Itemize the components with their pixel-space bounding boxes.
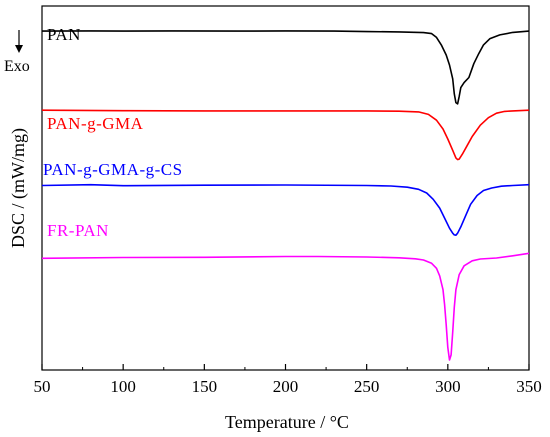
- x-axis-title: Temperature / °C: [225, 412, 349, 432]
- x-axis-tick-labels: 50 100 150 200 250 300 350: [34, 377, 542, 396]
- x-tick-label: 300: [435, 377, 461, 396]
- x-tick-label: 250: [354, 377, 380, 396]
- series-line-pan: [41, 30, 530, 105]
- series-line-pan-g-gma-g-cs: [41, 183, 530, 236]
- x-tick-label: 350: [516, 377, 542, 396]
- exo-annotation: Exo: [4, 58, 30, 75]
- series-line-fr-pan: [41, 252, 530, 361]
- y-axis-title: DSC / (mW/mg): [8, 128, 29, 248]
- series-label-fr-pan: FR-PAN: [47, 221, 109, 240]
- x-axis-ticks: [41, 364, 530, 370]
- plot-frame: [41, 5, 530, 371]
- series-lines: [41, 30, 530, 361]
- x-tick-label: 50: [34, 377, 51, 396]
- series-label-pan-g-gma: PAN-g-GMA: [47, 114, 144, 133]
- x-tick-label: 100: [110, 377, 136, 396]
- exo-arrow-icon: [15, 30, 23, 53]
- series-label-pan-g-gma-g-cs: PAN-g-GMA-g-CS: [43, 160, 183, 179]
- x-tick-label: 200: [273, 377, 299, 396]
- x-tick-label: 150: [192, 377, 218, 396]
- series-label-pan: PAN: [47, 25, 81, 44]
- series-line-pan-g-gma: [41, 109, 530, 161]
